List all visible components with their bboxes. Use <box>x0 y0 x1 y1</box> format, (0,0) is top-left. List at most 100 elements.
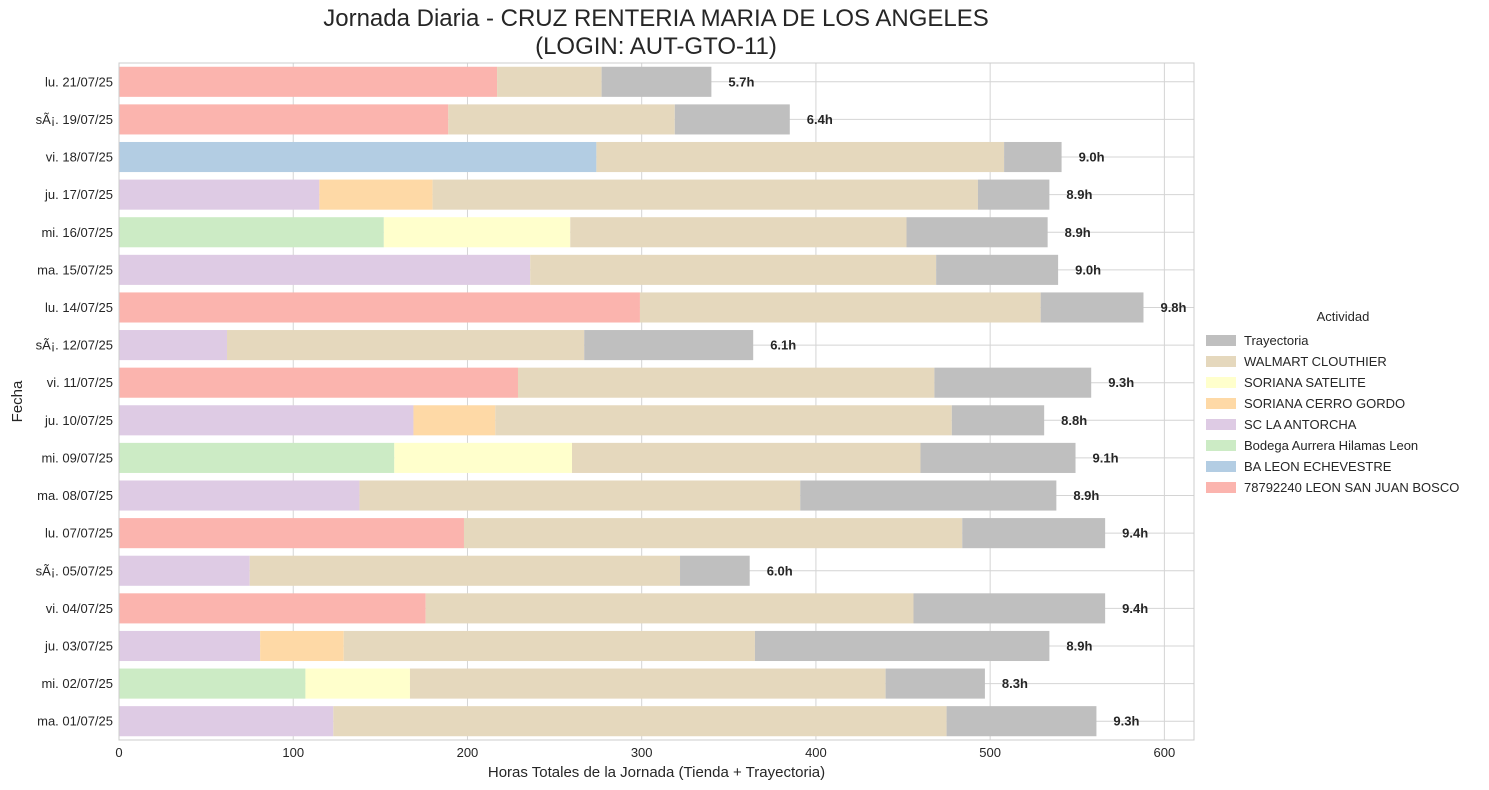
bar-segment <box>119 405 414 436</box>
bar-segment <box>946 706 1097 737</box>
bar-segment <box>119 518 464 549</box>
bar-segment <box>463 518 963 549</box>
bar-segment <box>962 518 1106 549</box>
bar-segment <box>497 66 602 97</box>
bar-segment <box>333 706 947 737</box>
y-tick-label: ju. 17/07/25 <box>44 187 113 202</box>
bar-segment <box>119 330 228 361</box>
y-tick-label: lu. 07/07/25 <box>45 526 113 541</box>
bar-segment <box>119 480 360 511</box>
bar-total-label: 6.4h <box>807 112 833 127</box>
bar-segment <box>601 66 712 97</box>
legend-item: SC LA ANTORCHA <box>1202 414 1484 435</box>
legend-item: SORIANA CERRO GORDO <box>1202 393 1484 414</box>
bar-segment <box>119 442 395 473</box>
legend-item: SORIANA SATELITE <box>1202 372 1484 393</box>
bar-segment <box>1040 292 1144 323</box>
legend-swatch <box>1206 461 1236 472</box>
bar-segment <box>754 630 1050 662</box>
bar-segment <box>1004 141 1062 173</box>
bar-segment <box>119 630 261 662</box>
legend-swatch <box>1206 398 1236 409</box>
y-tick-label: sÃ¡. 12/07/25 <box>36 338 113 353</box>
legend-label: SORIANA SATELITE <box>1244 375 1366 390</box>
bar-segment <box>305 668 410 699</box>
chart-title-line-2: (LOGIN: AUT-GTO-11) <box>535 33 777 60</box>
bar-segment <box>343 630 755 662</box>
legend-swatch <box>1206 377 1236 388</box>
bar-segment <box>951 405 1045 436</box>
bar-total-label: 8.9h <box>1066 187 1092 202</box>
bar-segment <box>936 254 1059 285</box>
bar-total-label: 9.4h <box>1122 526 1148 541</box>
bar-segment <box>119 706 334 737</box>
bar-total-label: 8.9h <box>1065 225 1091 240</box>
bar-segment <box>885 668 985 699</box>
bar-segment <box>934 367 1092 398</box>
x-tick-label: 400 <box>805 745 827 760</box>
x-tick-label: 500 <box>979 745 1001 760</box>
bar-total-label: 9.4h <box>1122 601 1148 616</box>
y-tick-label: lu. 14/07/25 <box>45 300 113 315</box>
bar-segment <box>570 217 907 248</box>
legend-label: Trayectoria <box>1244 333 1309 348</box>
x-tick-label: 300 <box>631 745 653 760</box>
bar-segment <box>425 593 914 624</box>
bar-total-label: 6.0h <box>767 563 793 578</box>
bar-total-label: 9.8h <box>1160 300 1186 315</box>
legend-swatch <box>1206 440 1236 451</box>
bar-segment <box>495 405 952 436</box>
y-tick-label: ju. 10/07/25 <box>44 413 113 428</box>
x-tick-label: 600 <box>1154 745 1176 760</box>
legend-item: Bodega Aurrera Hilamas Leon <box>1202 435 1484 456</box>
bar-segment <box>260 630 344 662</box>
bar-segment <box>448 104 675 135</box>
legend-label: SORIANA CERRO GORDO <box>1244 396 1406 411</box>
legend: Actividad Trayectoria WALMART CLOUTHIER SO… <box>1202 309 1484 498</box>
y-tick-label: mi. 02/07/25 <box>41 676 113 691</box>
legend-item: WALMART CLOUTHIER <box>1202 351 1484 372</box>
legend-label: WALMART CLOUTHIER <box>1244 354 1387 369</box>
bar-total-label: 9.3h <box>1113 714 1139 729</box>
y-tick-label: sÃ¡. 05/07/25 <box>36 563 113 578</box>
bar-segment <box>913 593 1106 624</box>
bar-total-label: 9.3h <box>1108 375 1134 390</box>
legend-swatch <box>1206 419 1236 430</box>
bar-total-label: 9.0h <box>1075 262 1101 277</box>
bar-segment <box>530 254 937 285</box>
bar-segment <box>432 179 978 210</box>
y-tick-label: ma. 15/07/25 <box>37 262 113 277</box>
bar-segment <box>584 330 754 361</box>
y-axis-label: Fecha <box>9 380 26 422</box>
bar-segment <box>119 104 449 135</box>
bar-segment <box>119 141 597 173</box>
legend-items: Trayectoria WALMART CLOUTHIER SORIANA SATE… <box>1202 330 1484 498</box>
bar-segment <box>571 442 921 473</box>
bar-segment <box>674 104 790 135</box>
legend-title: Actividad <box>1316 309 1370 324</box>
y-tick-label: ma. 01/07/25 <box>37 714 113 729</box>
bar-segment <box>119 555 250 586</box>
plot-frame <box>118 62 1195 741</box>
legend-item: BA LEON ECHEVESTRE <box>1202 456 1484 477</box>
bar-segment <box>249 555 681 586</box>
bar-segment <box>227 330 585 361</box>
y-tick-label: sÃ¡. 19/07/25 <box>36 112 113 127</box>
bar-segment <box>119 254 531 285</box>
y-tick-label: mi. 16/07/25 <box>41 225 113 240</box>
bar-segment <box>383 217 571 248</box>
bar-segment <box>119 367 518 398</box>
bar-segment <box>920 442 1076 473</box>
bar-segment <box>413 405 496 436</box>
legend-label: 78792240 LEON SAN JUAN BOSCO <box>1244 480 1460 495</box>
bar-total-label: 5.7h <box>728 74 754 89</box>
bar-segment <box>596 141 1005 173</box>
y-tick-label: vi. 18/07/25 <box>46 150 113 165</box>
bar-total-label: 9.0h <box>1079 150 1105 165</box>
bar-segment <box>119 292 640 323</box>
legend-label: BA LEON ECHEVESTRE <box>1244 459 1392 474</box>
bar-segment <box>119 66 498 97</box>
bar-segment <box>119 593 426 624</box>
bar-segment <box>517 367 935 398</box>
